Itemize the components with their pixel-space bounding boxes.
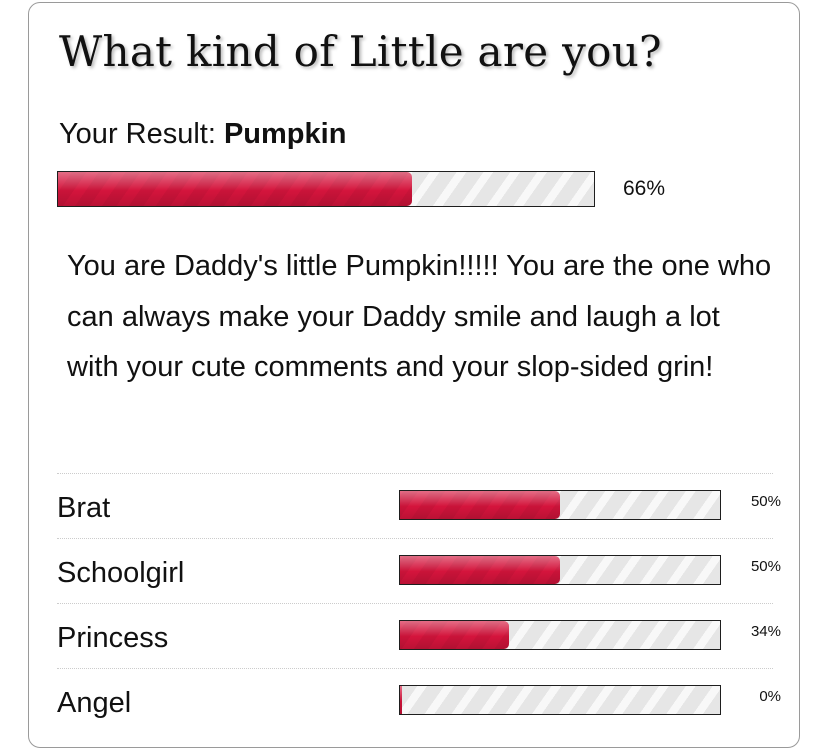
result-row-angel: Angel 0% [57,668,781,733]
result-row-schoolgirl: Schoolgirl 50% [57,538,781,603]
result-row-fill [400,556,560,584]
result-name: Pumpkin [223,118,347,150]
your-result-line: Your Result: Pumpkin [59,115,346,153]
result-row-bar [399,555,721,585]
result-progress-bar [57,171,595,207]
result-prefix: Your Result: [59,118,224,150]
result-row-fill [400,491,560,519]
result-row-fill [400,621,509,649]
quiz-result-card: What kind of Little are you? Your Result… [28,2,800,748]
result-progress-fill [58,172,412,206]
result-row-bar [399,685,721,715]
result-row-princess: Princess 34% [57,603,781,668]
result-row-percent: 50% [750,558,781,575]
result-description: You are Daddy's little Pumpkin!!!!! You … [67,250,772,383]
quiz-title: What kind of Little are you? [59,27,662,76]
result-row-label: Princess [57,622,169,654]
result-row-label: Angel [57,687,132,719]
result-row-label: Schoolgirl [57,557,185,589]
result-row-bar [399,620,721,650]
result-percent: 66% [623,177,666,200]
result-row-fill [400,686,402,714]
result-row-bar [399,490,721,520]
other-results-list: Brat 50% Schoolgirl 50% Princess 34% Ang… [57,473,781,733]
result-row-percent: 34% [750,623,781,640]
result-row-percent: 50% [750,493,781,510]
result-row-label: Brat [57,492,111,524]
result-row-percent: 0% [759,688,781,705]
result-row-brat: Brat 50% [57,473,781,538]
